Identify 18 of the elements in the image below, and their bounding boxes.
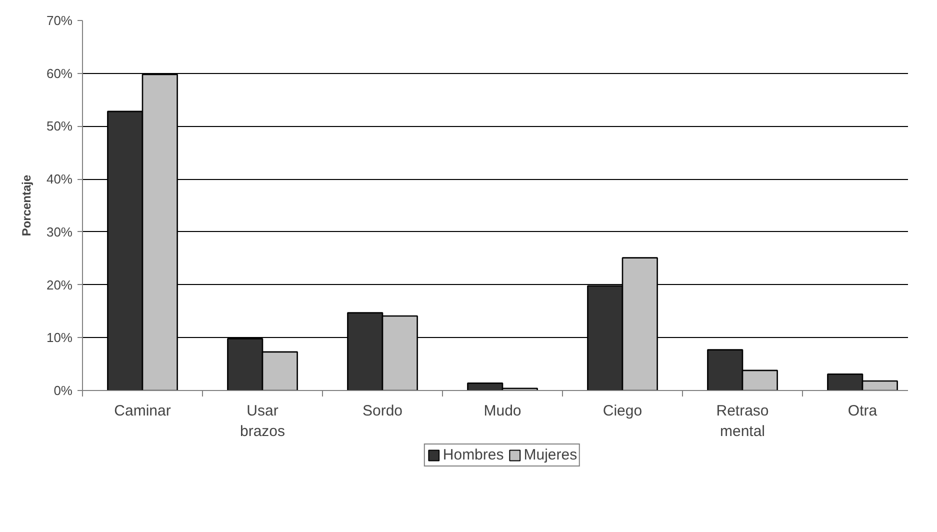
x-tick-label: Sordo: [362, 402, 403, 420]
y-tick-label: 0%: [54, 383, 73, 398]
legend-label: Hombres: [442, 446, 504, 464]
x-tick-label: Otra: [848, 402, 878, 420]
x-tick-label: Caminar: [114, 402, 171, 420]
y-tick-label: 70%: [46, 13, 73, 28]
y-tick-label: 50%: [46, 118, 73, 134]
y-tick-label: 40%: [46, 172, 73, 187]
y-tick-label: 30%: [46, 224, 73, 240]
y-tick-label: 20%: [46, 277, 73, 292]
x-tick-label: Mudo: [484, 402, 522, 420]
legend-label: Mujeres: [524, 446, 578, 464]
x-tick-label: Ciego: [602, 402, 642, 420]
y-axis-title: Porcentaje: [19, 174, 34, 236]
x-tick-label: Retraso mental: [716, 402, 769, 440]
y-tick-label: 60%: [46, 66, 73, 81]
x-tick-label: Usar brazos: [240, 402, 286, 440]
y-tick-label: 10%: [46, 330, 73, 346]
